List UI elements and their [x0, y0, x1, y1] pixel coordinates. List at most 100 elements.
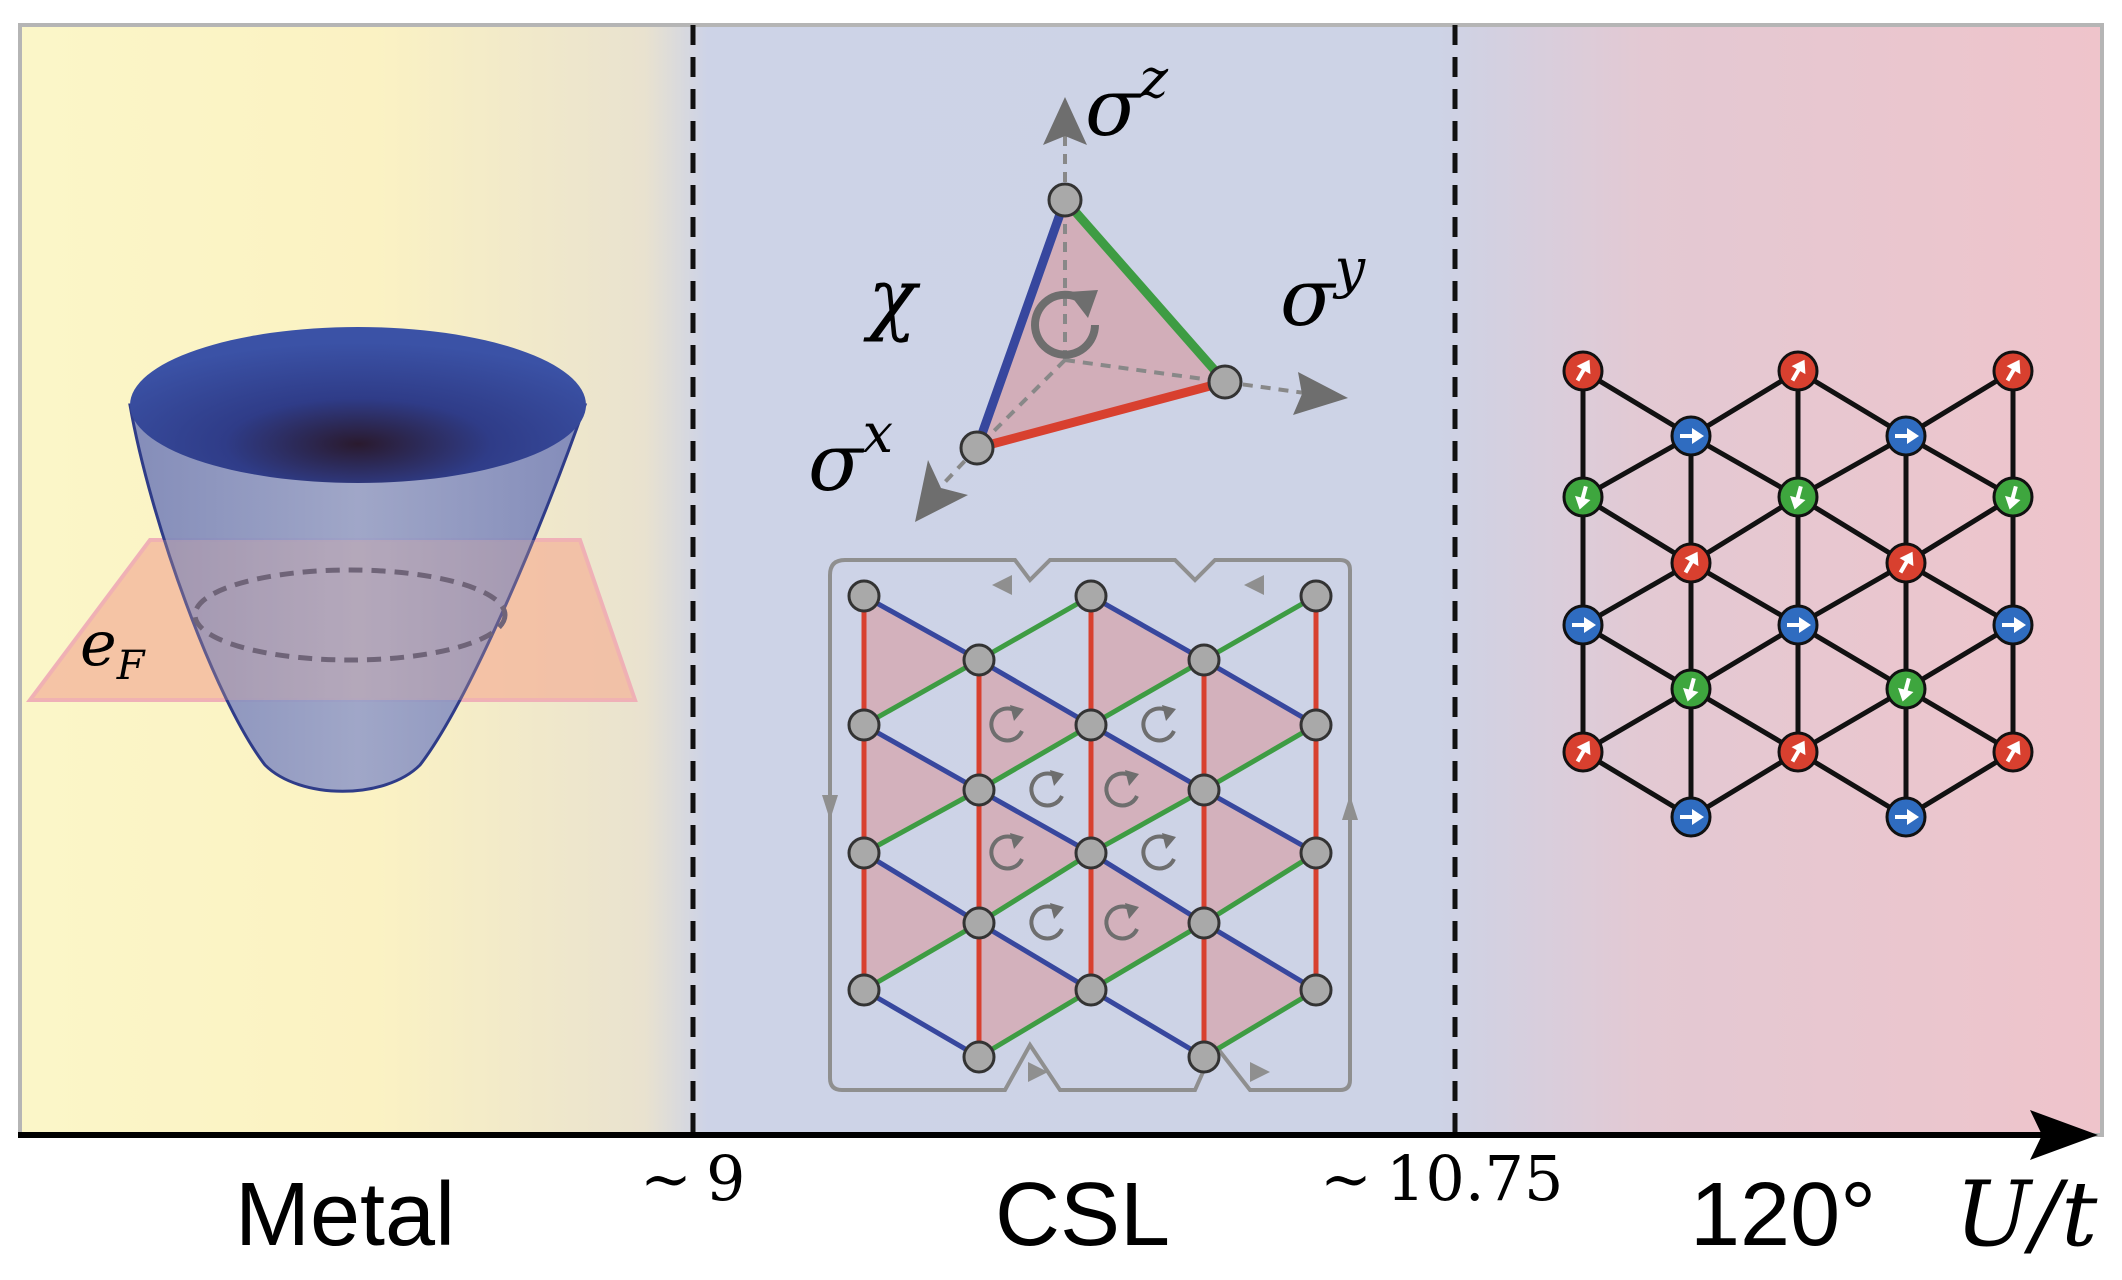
spin-arrowhead — [1898, 687, 1914, 702]
lattice-bond — [1689, 622, 1800, 692]
lattice-bond — [1202, 850, 1318, 926]
spin-arrowhead — [1684, 551, 1699, 567]
lattice-bond — [1904, 686, 2015, 755]
lattice-bond — [977, 787, 1093, 856]
chiral-plaquette — [1204, 790, 1316, 923]
lattice-bond — [977, 593, 1093, 663]
lattice-bond — [1904, 622, 2015, 692]
spin-arrow — [1790, 368, 1801, 382]
lattice-bond — [1581, 622, 1693, 692]
circulation-arrowhead — [1050, 903, 1064, 919]
spin-arrowhead — [1899, 551, 1914, 567]
lattice-site — [962, 906, 996, 940]
csl-lattice — [822, 558, 1358, 1092]
lattice-bond — [1904, 494, 2015, 566]
circulation-arrowhead — [1050, 770, 1064, 786]
edge-current-loop — [828, 558, 1352, 1092]
spin-arrowhead — [1584, 617, 1596, 633]
spin-arrow — [1580, 485, 1588, 500]
spin-arrowhead — [1683, 687, 1699, 702]
edge-current-arrow — [822, 795, 838, 820]
lattice-bond — [1581, 368, 1693, 439]
chiral-plaquette — [1204, 923, 1316, 1057]
lattice-bond — [1904, 560, 2015, 628]
circulation-icon — [1104, 904, 1139, 941]
lattice-site — [962, 643, 996, 677]
circulation-icon — [1141, 834, 1176, 871]
lattice-site — [1074, 579, 1108, 613]
boundary-label-10-75: ~10.75 — [1320, 1142, 1563, 1215]
lattice-bond — [862, 657, 981, 728]
lattice-site — [1299, 973, 1333, 1007]
band-paraboloid — [128, 403, 588, 793]
lattice-site — [847, 579, 881, 613]
chiral-plaquette — [864, 853, 979, 990]
lattice-bond — [1089, 722, 1206, 793]
circulation-arrowhead — [1125, 903, 1139, 919]
lattice-site — [1074, 973, 1108, 1007]
axis-arrowhead — [2030, 1110, 2098, 1160]
lattice-bond — [977, 850, 1093, 926]
spin-arrowhead — [1576, 359, 1591, 375]
chiral-plaquette — [1091, 853, 1204, 990]
lattice-site — [1074, 836, 1108, 870]
phase-label-120: 120° — [1690, 1165, 1876, 1265]
spin-arrowhead — [2006, 359, 2021, 375]
spin-arrow — [2005, 368, 2016, 382]
lattice-bond — [1689, 433, 1800, 500]
lattice-bond — [1089, 850, 1206, 926]
boundary-label-9: ~9 — [640, 1142, 745, 1215]
axis-label: U/t — [1955, 1162, 2098, 1267]
lattice-bond — [1089, 787, 1206, 856]
spin-arrow — [1683, 560, 1694, 574]
circulation-icon — [1029, 904, 1064, 941]
phase-label-metal: Metal — [235, 1165, 455, 1265]
sigma-z-label: σz — [1085, 47, 1169, 154]
lattice-site — [1299, 836, 1333, 870]
band-top-surface — [130, 327, 586, 483]
lattice-site — [1074, 708, 1108, 742]
circulation-icon — [1141, 706, 1176, 743]
edge-current-arrow — [1028, 1062, 1048, 1082]
lattice-bond — [1202, 722, 1318, 793]
lattice-bond — [1796, 433, 1908, 500]
lattice-site — [1299, 708, 1333, 742]
circulation-arrowhead — [1010, 705, 1024, 721]
lattice-bond — [1202, 657, 1318, 728]
lattice-site — [962, 773, 996, 807]
lattice-bond — [1581, 494, 1693, 566]
spin-arrow — [1575, 368, 1586, 382]
lattice-bond — [977, 722, 1093, 793]
lattice-bond — [1581, 749, 1693, 820]
edge-current-arrow — [992, 575, 1012, 595]
circulation-icon — [989, 706, 1024, 743]
lattice-bond — [1089, 920, 1206, 993]
spin-arrowhead — [1791, 359, 1806, 375]
chiral-plaquette — [864, 725, 979, 853]
chiral-plaquette — [979, 923, 1091, 1057]
lattice-bond — [1689, 494, 1800, 566]
lattice-site — [1187, 643, 1221, 677]
lattice-site — [1187, 1040, 1221, 1074]
spin-arrowhead — [2005, 495, 2021, 510]
chirality-circulation-icon — [1031, 290, 1099, 359]
lattice-bond — [862, 920, 981, 993]
spin-arrow — [2010, 485, 2018, 500]
lattice-bond — [1796, 749, 1908, 820]
chiral-plaquette — [979, 790, 1091, 923]
fermi-surface — [192, 567, 508, 663]
spin-arrowhead — [1790, 495, 1806, 510]
lattice-site — [1187, 773, 1221, 807]
lattice-bond — [1689, 686, 1800, 755]
edge-current-arrow — [1250, 1062, 1270, 1082]
lattice-bond — [1904, 433, 2015, 500]
chiral-plaquette — [864, 596, 979, 725]
spin-arrow — [2005, 749, 2016, 763]
lattice-bond — [1202, 987, 1318, 1060]
lattice-site — [847, 836, 881, 870]
metal-band-illustration: eF — [26, 327, 638, 793]
lattice-bond — [1581, 433, 1693, 500]
chiral-triangle: σz σy σx χ — [808, 47, 1367, 522]
lattice-bond — [1581, 686, 1693, 755]
